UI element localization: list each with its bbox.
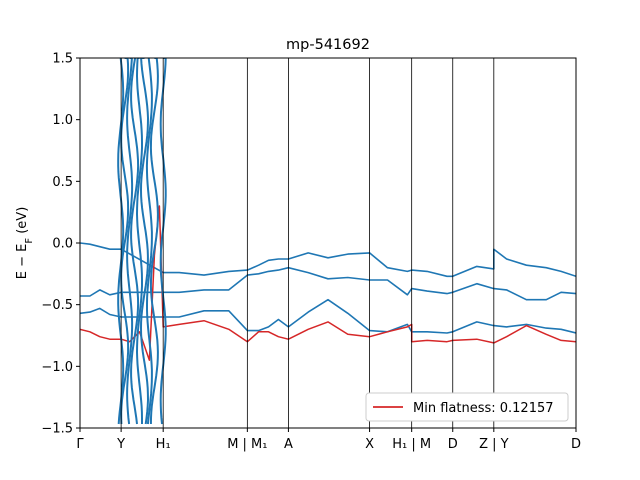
x-tick-label: H₁ | M xyxy=(392,437,431,452)
y-tick-label: 1.5 xyxy=(52,52,73,67)
band-line xyxy=(135,58,143,424)
x-tick-label: M | M₁ xyxy=(227,437,267,452)
bands-layer xyxy=(80,205,576,361)
band-line xyxy=(126,58,134,425)
x-tick-label: D xyxy=(448,437,458,452)
oscillation-layer xyxy=(117,58,167,425)
segment-separators xyxy=(120,58,495,428)
flat-band-line xyxy=(80,205,576,361)
legend-box xyxy=(365,392,569,422)
legend-label: Min flatness: 0.12157 xyxy=(413,401,554,416)
band-line xyxy=(80,266,576,301)
y-axis-label: E − EF (eV) xyxy=(15,207,35,280)
x-tick-label: H₁ xyxy=(156,437,171,452)
x-tick-label: D xyxy=(571,437,581,452)
band-line xyxy=(120,58,130,425)
y-tick-label: 0.0 xyxy=(52,237,73,252)
x-tick-label: X xyxy=(365,437,374,452)
band-line xyxy=(130,58,140,425)
band-line xyxy=(117,58,125,425)
band-line xyxy=(149,58,159,425)
band-line xyxy=(145,58,153,425)
legend: Min flatness: 0.12157 xyxy=(365,392,569,422)
y-tick-label: −0.5 xyxy=(41,298,73,313)
y-tick-label: −1.5 xyxy=(41,422,73,437)
y-tick-label: 0.5 xyxy=(52,175,73,190)
x-tick-label: Z | Y xyxy=(479,437,509,452)
band-line xyxy=(139,58,150,425)
band-line xyxy=(159,58,167,425)
chart-title: mp-541692 xyxy=(286,37,370,53)
x-tick-label: Y xyxy=(116,437,125,452)
y-axis-ticks: −1.5 −1.0 −0.5 0.0 0.5 1.0 1.5 xyxy=(41,52,80,437)
x-tick-label: A xyxy=(284,437,293,452)
x-axis-ticks: Γ Y H₁ M | M₁ A X H₁ | M D Z | Y D xyxy=(76,428,581,452)
y-tick-label: −1.0 xyxy=(41,360,73,375)
x-tick-label: Γ xyxy=(76,437,84,452)
y-tick-label: 1.0 xyxy=(52,113,73,128)
